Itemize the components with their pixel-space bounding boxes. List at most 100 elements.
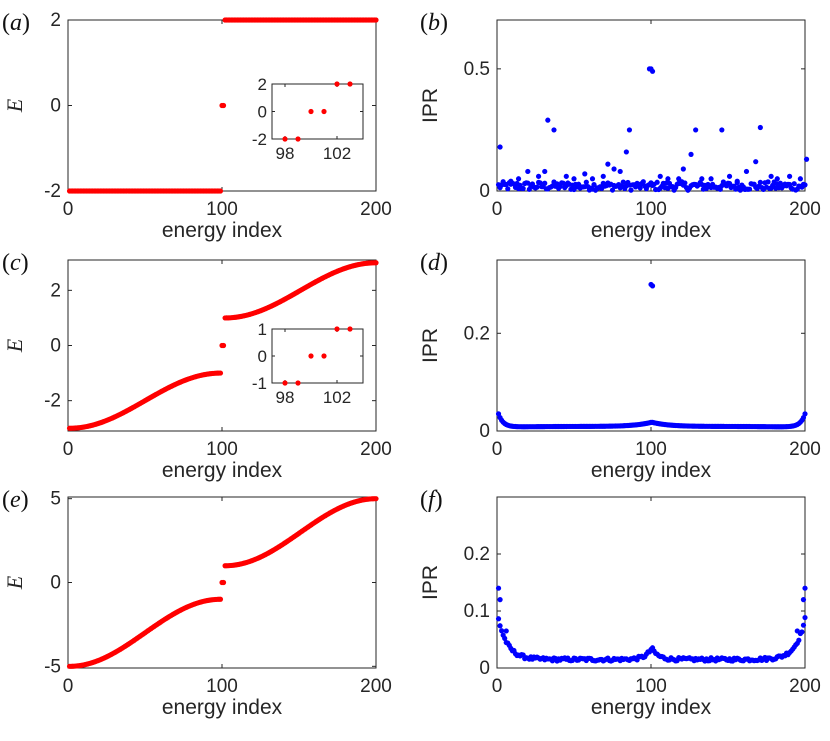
x-tick-label: 100 [206, 199, 238, 220]
x-axis-label: energy index [162, 459, 283, 482]
panel-d: 0 100 200 0 0.2 energy index IPR (d) [419, 250, 821, 482]
data-point [373, 496, 379, 502]
data-point [520, 185, 526, 192]
data-point [611, 166, 617, 172]
inset-data-point [321, 353, 327, 359]
y-tick-label: 0.5 [464, 59, 490, 80]
data-point [495, 585, 502, 591]
inset-data-point [295, 380, 301, 386]
y-axis-label: IPR [419, 328, 442, 363]
data-point [682, 180, 688, 186]
data-point [502, 635, 508, 641]
data-point [753, 159, 759, 165]
data-point [628, 187, 634, 193]
data-point [582, 171, 588, 177]
data-point [583, 179, 589, 185]
data-point [217, 596, 224, 602]
series-IPR [495, 281, 808, 430]
data-point [534, 184, 540, 190]
series-energy [66, 17, 379, 194]
x-axis-label: energy index [162, 219, 283, 242]
y-axis-label: E [2, 338, 27, 353]
x-tick-label: 98 [276, 388, 295, 407]
data-point [734, 178, 740, 184]
y-tick-label: 2 [258, 75, 267, 94]
y-tick-label: 0.2 [464, 544, 490, 565]
y-tick-label: 0 [258, 347, 267, 366]
y-axis-label: E [2, 575, 27, 590]
x-axis-label: energy index [591, 459, 712, 482]
inset-data-point [308, 353, 314, 359]
inset-data-point [347, 326, 353, 332]
data-point [796, 637, 802, 643]
data-point [746, 186, 753, 192]
series-energy [66, 496, 379, 669]
data-point [800, 622, 807, 628]
data-point [551, 127, 557, 133]
y-tick-label: 0 [50, 96, 61, 117]
data-point [693, 127, 699, 133]
data-point [542, 168, 548, 175]
data-point [571, 176, 577, 182]
data-point [545, 117, 551, 123]
data-point [497, 597, 503, 603]
x-tick-label: 0 [492, 676, 503, 697]
data-point [802, 182, 808, 188]
inset-data-point [347, 81, 353, 87]
data-point [743, 168, 750, 175]
data-point [649, 68, 656, 74]
x-tick-label: 100 [635, 676, 667, 697]
data-point [589, 176, 596, 182]
panel-label: (c) [2, 250, 29, 276]
x-tick-label: 100 [635, 439, 667, 460]
data-point [505, 186, 511, 192]
data-point [640, 179, 646, 185]
y-tick-label: 0.1 [464, 601, 490, 622]
x-tick-label: 0 [63, 676, 74, 697]
x-axis-label: energy index [162, 696, 283, 719]
x-tick-label: 200 [789, 199, 821, 220]
data-point [591, 181, 597, 188]
x-tick-label: 100 [635, 199, 667, 220]
data-point [563, 173, 569, 179]
data-point [787, 173, 793, 179]
data-point [542, 180, 548, 186]
data-point [617, 168, 623, 175]
data-point [508, 178, 514, 184]
x-tick-label: 200 [360, 439, 392, 460]
data-point [535, 173, 542, 179]
inset-data-point [321, 108, 327, 115]
axes-box [496, 19, 806, 192]
panel-label: (e) [2, 487, 29, 513]
axes-box [496, 496, 806, 669]
data-point [373, 260, 379, 266]
data-point [657, 173, 663, 179]
panel-b: 0 100 200 0 0.5 energy index IPR (b) [419, 10, 821, 242]
data-point [799, 629, 805, 635]
x-tick-label: 200 [789, 439, 821, 460]
data-point [497, 623, 503, 629]
data-point [765, 179, 771, 185]
data-point [719, 127, 725, 133]
panel-label: (f) [420, 487, 443, 513]
y-tick-label: 0 [479, 421, 490, 442]
data-point [699, 176, 705, 182]
axes-box [271, 83, 364, 140]
y-tick-label: 1 [258, 320, 267, 339]
data-point [623, 149, 629, 155]
inset-a: 98 102 -2 0 2 [252, 75, 364, 163]
y-tick-label: 0 [50, 336, 61, 357]
data-point [217, 188, 224, 194]
data-point [802, 585, 808, 591]
data-point [600, 173, 606, 179]
data-point [503, 628, 509, 634]
x-tick-label: 102 [323, 144, 351, 163]
inset-data-point [295, 136, 301, 142]
panel-label: (a) [2, 10, 30, 36]
data-point [708, 176, 714, 182]
data-point [220, 102, 227, 109]
inset-c: 98 102 -1 0 1 [252, 320, 364, 407]
